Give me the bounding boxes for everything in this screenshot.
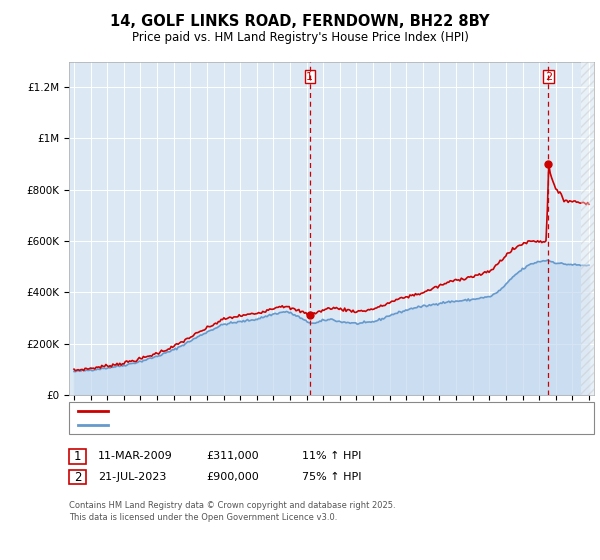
Text: 11-MAR-2009: 11-MAR-2009 [98,451,173,461]
Text: 1: 1 [74,450,81,463]
Text: 2: 2 [545,72,552,82]
Text: 1: 1 [306,72,313,82]
Text: 21-JUL-2023: 21-JUL-2023 [98,472,166,482]
Text: £900,000: £900,000 [206,472,259,482]
Text: 14, GOLF LINKS ROAD, FERNDOWN, BH22 8BY (detached house): 14, GOLF LINKS ROAD, FERNDOWN, BH22 8BY … [114,405,435,416]
Text: Contains HM Land Registry data © Crown copyright and database right 2025.
This d: Contains HM Land Registry data © Crown c… [69,501,395,522]
Text: 75% ↑ HPI: 75% ↑ HPI [302,472,361,482]
Text: 2: 2 [74,470,81,484]
Text: 14, GOLF LINKS ROAD, FERNDOWN, BH22 8BY: 14, GOLF LINKS ROAD, FERNDOWN, BH22 8BY [110,14,490,29]
Text: Price paid vs. HM Land Registry's House Price Index (HPI): Price paid vs. HM Land Registry's House … [131,31,469,44]
Text: 11% ↑ HPI: 11% ↑ HPI [302,451,361,461]
Text: £311,000: £311,000 [206,451,259,461]
Text: HPI: Average price, detached house, Dorset: HPI: Average price, detached house, Dors… [114,420,331,430]
